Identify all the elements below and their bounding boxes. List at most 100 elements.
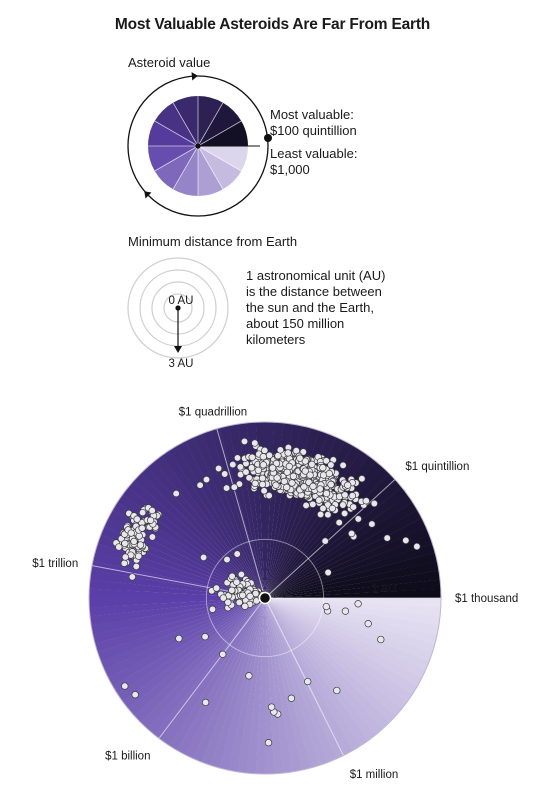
legend-wedge [173, 96, 198, 146]
asteroid-point [138, 508, 147, 517]
angle-label: $1 thousand [455, 593, 518, 605]
legend-wedge [198, 146, 223, 196]
asteroid-point [322, 602, 330, 611]
asteroid-point [292, 447, 300, 455]
distance-ring [127, 257, 229, 359]
asteroid-point [233, 578, 241, 586]
value-wedge [92, 598, 265, 644]
legend-wedge [148, 121, 198, 146]
au-note-line: about 150 million [246, 316, 345, 331]
legend-wedge [198, 146, 248, 171]
asteroid-point [208, 605, 217, 613]
asteroid-point [276, 446, 285, 454]
angle-label: $1 quadrillion [179, 406, 247, 418]
asteroid-point [341, 491, 349, 499]
chart-grid: 1 AU [88, 421, 442, 775]
legend-wedge [198, 102, 242, 146]
value-wedge [97, 598, 265, 662]
value-gridline [264, 597, 344, 756]
asteroid-point [306, 471, 314, 479]
value-wedge [265, 598, 433, 662]
value-wedge [201, 430, 265, 598]
asteroid-point [339, 461, 347, 469]
asteroid-point [327, 461, 335, 469]
asteroid-point [240, 437, 249, 446]
asteroid-point [138, 524, 146, 532]
value-wedge [265, 487, 408, 598]
distance-center-label: 0 AU [169, 295, 194, 307]
value-wedge [265, 598, 441, 626]
asteroid-point [233, 454, 242, 462]
asteroid-point [340, 509, 349, 518]
value-wedge [265, 543, 436, 598]
asteroid-point [246, 592, 254, 600]
value-wedge [265, 598, 369, 746]
asteroid-point [319, 464, 327, 472]
legend-wedge-divider [154, 145, 199, 172]
value-wedge [140, 598, 265, 729]
asteroid-point [358, 475, 366, 483]
asteroid-point [223, 555, 231, 564]
value-wedge [176, 598, 265, 755]
asteroid-point [241, 602, 249, 610]
asteroid-point [319, 504, 327, 513]
value-wedge [193, 433, 265, 598]
value-wedges [89, 422, 441, 774]
value-wedge [104, 598, 266, 678]
asteroid-point [324, 511, 332, 519]
value-wedge [161, 598, 265, 746]
asteroid-point [328, 504, 337, 513]
value-wedge [265, 526, 430, 598]
value-legend-heading: Asteroid value [128, 55, 211, 70]
angle-label: $1 million [350, 769, 399, 781]
value-wedge [154, 598, 265, 741]
asteroid-point [222, 484, 231, 492]
one-au-label: 1 AU [372, 583, 397, 595]
value-wedge [201, 598, 265, 766]
asteroid-point [237, 570, 246, 579]
value-wedge [94, 598, 265, 653]
asteroid-point [121, 682, 129, 690]
asteroid-point [264, 739, 273, 747]
asteroid-point [251, 479, 259, 488]
asteroid-point [402, 536, 410, 545]
value-wedge [122, 598, 265, 709]
legend-orbit-arrow [191, 72, 198, 81]
value-wedge [89, 598, 265, 626]
value-wedge [147, 598, 265, 735]
value-wedge [219, 598, 265, 771]
least-valuable-label: Least valuable: [270, 146, 358, 161]
asteroid-point [304, 677, 312, 686]
value-wedge [134, 598, 265, 723]
asteroid-point [229, 460, 237, 469]
asteroid-point [339, 501, 347, 509]
legend-wedge [154, 146, 198, 190]
asteroid-point [254, 466, 262, 474]
legend-wedge-divider [197, 120, 242, 147]
value-wedge [265, 502, 418, 598]
asteroid-point [146, 516, 155, 524]
asteroid-point [265, 491, 273, 500]
legend-orbit [127, 75, 269, 217]
asteroid-point [199, 553, 208, 562]
asteroid-point [354, 515, 362, 523]
value-wedge [265, 598, 353, 755]
value-wedge [265, 534, 433, 598]
value-wedge [134, 473, 265, 598]
asteroid-point [327, 480, 335, 489]
most-valuable-amount: $100 quintillion [270, 123, 357, 138]
value-wedge [265, 598, 422, 687]
legend-orbit-arrow [144, 191, 152, 199]
asteroid-point [202, 475, 211, 484]
legend-wedge-divider [172, 102, 199, 147]
legend-wedge-divider [197, 102, 224, 147]
value-wedge [265, 598, 439, 635]
angle-label: $1 billion [105, 751, 150, 763]
asteroid-point [341, 607, 350, 615]
asteroid-point [245, 474, 253, 482]
asteroid-point [221, 470, 229, 478]
most-valuable-label: Most valuable: [270, 107, 354, 122]
asteroid-point [362, 497, 370, 505]
au-note-line: is the distance between [246, 284, 382, 299]
asteroid-point [344, 481, 352, 489]
